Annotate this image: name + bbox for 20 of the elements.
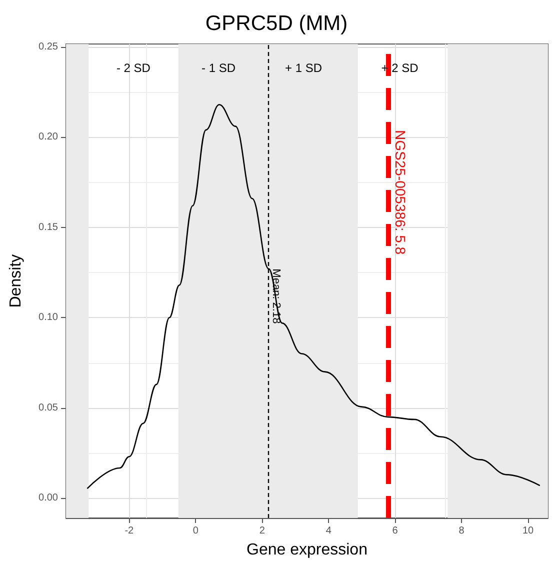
y-axis-title: Density <box>8 254 24 308</box>
chart-title: GPRC5D (MM) <box>205 12 348 35</box>
y-tick-label: 0.20 <box>38 132 58 143</box>
annotation: - 2 SD <box>116 61 151 75</box>
x-tick-label: 0 <box>192 526 199 536</box>
y-tick-label: 0.25 <box>38 41 58 52</box>
annotation: - 1 SD <box>201 61 236 75</box>
y-tick-label: 0.05 <box>38 402 58 414</box>
x-tick-label: 2 <box>259 526 266 536</box>
y-tick-label: 0.15 <box>38 222 58 233</box>
y-tick-label: 0.00 <box>38 492 58 504</box>
x-axis-title: Gene expression <box>246 542 368 558</box>
x-tick-label: -2 <box>124 526 134 536</box>
annotation: + 1 SD <box>285 61 322 75</box>
x-tick-label: 6 <box>392 526 398 536</box>
x-tick-label: 10 <box>522 526 534 536</box>
x-tick-label: 4 <box>326 526 332 536</box>
y-tick-label: 0.10 <box>38 312 58 324</box>
ref-line-label: NGS25-005386: 5.8 <box>392 130 408 255</box>
x-tick-label: 8 <box>458 526 465 536</box>
